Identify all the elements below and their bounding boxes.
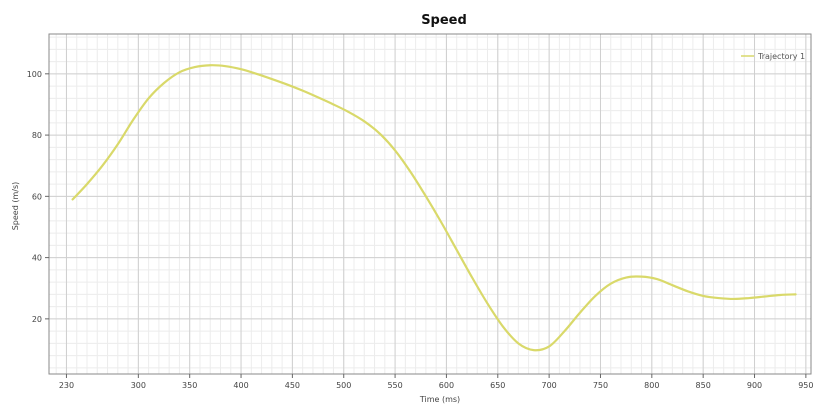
x-axis-label: Time (ms) [419, 395, 460, 404]
x-tick-label: 950 [798, 381, 813, 390]
x-tick-label: 800 [644, 381, 659, 390]
y-tick-label: 20 [32, 315, 42, 324]
y-tick-label: 60 [32, 192, 42, 201]
grid [49, 34, 811, 374]
x-tick-label: 850 [696, 381, 711, 390]
x-tick-label: 450 [285, 381, 300, 390]
x-tick-label: 400 [233, 381, 248, 390]
x-tick-label: 900 [747, 381, 762, 390]
x-tick-label: 650 [490, 381, 505, 390]
x-tick-label: 700 [541, 381, 556, 390]
x-tick-label: 300 [131, 381, 146, 390]
x-tick-label: 230 [59, 381, 74, 390]
plot-area-frame [48, 33, 812, 375]
y-tick-label: 100 [27, 70, 42, 79]
y-tick-label: 40 [32, 254, 42, 263]
series-line [71, 64, 797, 352]
series-layer [71, 64, 797, 352]
legend: Trajectory 1 [741, 52, 805, 61]
x-tick-label: 550 [387, 381, 402, 390]
y-axis-label: Speed (m/s) [11, 182, 20, 231]
chart-title: Speed [421, 13, 467, 28]
x-tick-label: 350 [182, 381, 197, 390]
x-tick-label: 500 [336, 381, 351, 390]
y-tick-label: 80 [32, 131, 42, 140]
x-tick-label: 750 [593, 381, 608, 390]
x-tick-label: 600 [439, 381, 454, 390]
legend-label: Trajectory 1 [757, 52, 805, 61]
axis-ticks: 230 300 350 400 450 500 550 600 650 700 750 800 850 9… [27, 70, 814, 390]
